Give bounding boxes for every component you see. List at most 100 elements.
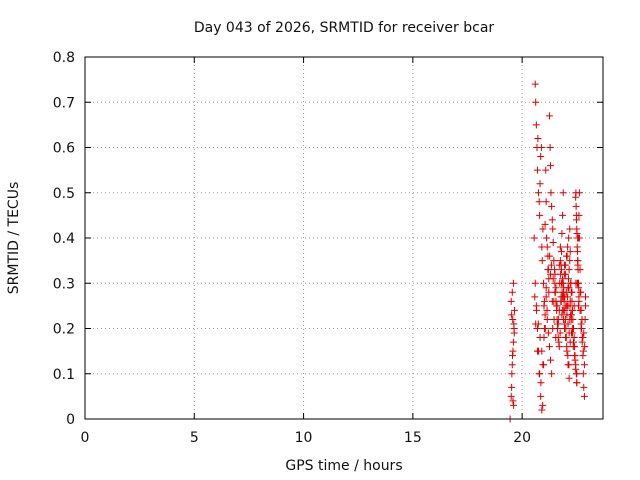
y-tick-label: 0.2 bbox=[53, 322, 75, 338]
data-point bbox=[545, 112, 553, 120]
data-point bbox=[509, 352, 517, 360]
data-point bbox=[556, 243, 564, 251]
data-point bbox=[541, 220, 549, 228]
data-point bbox=[565, 329, 573, 337]
data-point bbox=[543, 234, 551, 242]
data-point bbox=[580, 329, 588, 337]
data-point bbox=[558, 306, 566, 314]
data-point bbox=[535, 370, 543, 378]
y-tick-label: 0.8 bbox=[53, 50, 75, 66]
data-point bbox=[565, 361, 573, 369]
data-point bbox=[509, 315, 517, 323]
data-point bbox=[545, 343, 553, 351]
data-point bbox=[532, 98, 540, 106]
data-point bbox=[510, 401, 518, 409]
data-point bbox=[537, 392, 545, 400]
data-point bbox=[573, 370, 581, 378]
data-point bbox=[580, 361, 588, 369]
data-point bbox=[508, 370, 516, 378]
data-point bbox=[568, 306, 576, 314]
data-point bbox=[573, 229, 581, 237]
data-point bbox=[531, 293, 539, 301]
x-tick-label: 0 bbox=[81, 430, 90, 446]
data-point bbox=[556, 257, 564, 265]
data-point bbox=[549, 225, 557, 233]
data-point bbox=[536, 211, 544, 219]
data-point bbox=[530, 234, 538, 242]
data-point bbox=[559, 189, 567, 197]
data-point bbox=[549, 275, 557, 283]
chart-title: Day 043 of 2026, SRMTID for receiver bca… bbox=[194, 20, 495, 36]
data-point bbox=[543, 315, 551, 323]
data-point bbox=[572, 189, 580, 197]
y-axis-label: SRMTID / TECUs bbox=[6, 182, 22, 295]
data-point bbox=[542, 284, 550, 292]
axis-ticks: 0 5 10 15 20 0 0.1 0.2 0.3 0.4 0.5 0.6 0.7 0.8 bbox=[53, 50, 603, 446]
x-tick-label: 20 bbox=[513, 430, 531, 446]
data-point bbox=[573, 379, 581, 387]
data-point bbox=[548, 370, 556, 378]
data-point bbox=[552, 284, 560, 292]
data-point bbox=[549, 325, 557, 332]
data-point bbox=[576, 306, 584, 314]
x-tick-label: 10 bbox=[295, 430, 313, 446]
data-point bbox=[537, 379, 545, 387]
data-point bbox=[547, 356, 555, 364]
data-point bbox=[582, 293, 590, 301]
data-point bbox=[508, 383, 516, 391]
data-point bbox=[564, 352, 572, 360]
data-point bbox=[573, 216, 581, 224]
data-point bbox=[508, 288, 516, 296]
data-point bbox=[543, 306, 551, 314]
data-point bbox=[570, 334, 578, 342]
y-tick-label: 0.5 bbox=[53, 186, 75, 202]
data-point bbox=[535, 198, 543, 206]
data-point bbox=[538, 347, 546, 355]
data-point bbox=[507, 297, 515, 305]
data-point bbox=[548, 202, 556, 210]
data-point bbox=[566, 338, 574, 346]
data-point bbox=[547, 270, 555, 278]
data-point bbox=[540, 361, 548, 369]
data-point bbox=[546, 252, 554, 260]
data-point bbox=[573, 248, 581, 256]
data-point bbox=[540, 279, 548, 287]
data-point bbox=[563, 343, 571, 351]
data-point bbox=[558, 229, 566, 237]
data-point bbox=[557, 297, 565, 305]
data-point bbox=[508, 361, 516, 369]
data-point bbox=[568, 288, 576, 296]
data-point bbox=[564, 275, 572, 283]
data-point bbox=[564, 243, 572, 251]
data-point bbox=[571, 356, 579, 364]
data-point bbox=[579, 370, 587, 378]
data-point bbox=[557, 248, 565, 256]
data-point bbox=[566, 248, 574, 256]
data-point bbox=[576, 288, 584, 296]
data-point bbox=[562, 334, 570, 342]
data-point bbox=[564, 320, 572, 328]
data-point bbox=[553, 302, 561, 310]
data-point bbox=[559, 211, 567, 219]
data-point bbox=[542, 166, 550, 174]
grid-lines bbox=[85, 57, 603, 419]
data-point bbox=[565, 234, 573, 242]
data-point bbox=[579, 347, 587, 355]
data-point bbox=[537, 144, 545, 151]
data-point bbox=[575, 284, 583, 292]
x-tick-label: 5 bbox=[190, 430, 199, 446]
data-point bbox=[559, 279, 567, 287]
data-point bbox=[557, 266, 565, 274]
data-point bbox=[537, 153, 545, 161]
data-point bbox=[567, 311, 575, 319]
data-point bbox=[533, 325, 541, 332]
data-point bbox=[540, 297, 548, 305]
data-point bbox=[538, 257, 546, 265]
data-point bbox=[546, 144, 554, 151]
y-tick-label: 0.6 bbox=[53, 141, 75, 157]
data-point bbox=[561, 293, 569, 301]
data-point bbox=[507, 392, 515, 400]
data-point bbox=[547, 261, 555, 269]
data-point bbox=[539, 401, 547, 409]
